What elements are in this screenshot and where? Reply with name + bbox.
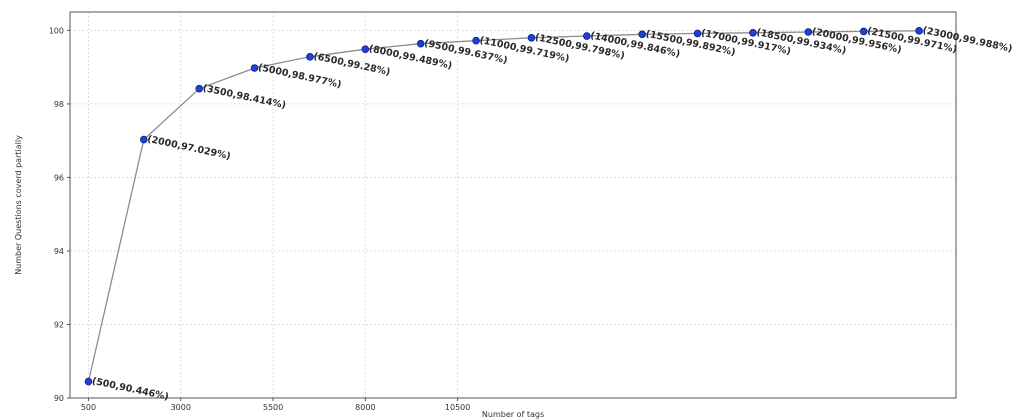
y-tick-label: 94 — [54, 247, 64, 256]
y-axis-title: Number Questions coverd partially — [14, 135, 23, 275]
x-tick-label: 10500 — [445, 403, 470, 412]
data-point — [693, 29, 702, 38]
data-point — [915, 27, 923, 35]
y-tick-label: 100 — [49, 26, 64, 35]
data-label: (500,90.446%) — [91, 376, 170, 403]
data-point — [527, 34, 536, 42]
data-point — [361, 45, 370, 53]
data-point — [583, 32, 591, 40]
series-line — [87, 30, 920, 382]
axis-ticks: 500 3000 5500 8000 10500 90 92 94 96 98 100 — [49, 26, 471, 412]
data-point — [749, 29, 757, 37]
data-point — [416, 39, 425, 48]
grid-lines — [70, 12, 956, 399]
plot-frame — [69, 11, 957, 399]
data-point — [804, 28, 813, 36]
x-tick-label: 500 — [81, 403, 96, 412]
data-point — [140, 135, 148, 144]
y-tick-label: 90 — [54, 394, 64, 403]
data-point — [638, 30, 647, 39]
x-tick-label: 5500 — [263, 403, 283, 412]
data-point — [84, 377, 93, 386]
data-point — [472, 36, 480, 45]
data-labels: (500,90.446%) (2000,97.029%) (3500,98.414%… — [91, 25, 1013, 403]
data-label: (2000,97.029%) — [146, 134, 231, 162]
data-label: (3500,98.414%) — [202, 83, 287, 111]
data-point — [859, 27, 868, 36]
data-markers — [84, 27, 923, 386]
data-label: (5000,98.977%) — [257, 62, 342, 90]
data-point — [195, 84, 204, 93]
data-point — [306, 53, 314, 61]
x-axis-title: Number of tags — [482, 410, 544, 419]
data-point — [250, 64, 259, 72]
y-tick-label: 92 — [54, 320, 64, 329]
x-tick-label: 8000 — [355, 403, 375, 412]
x-tick-label: 3000 — [171, 403, 191, 412]
y-tick-label: 98 — [54, 100, 64, 109]
y-tick-label: 96 — [54, 173, 64, 182]
